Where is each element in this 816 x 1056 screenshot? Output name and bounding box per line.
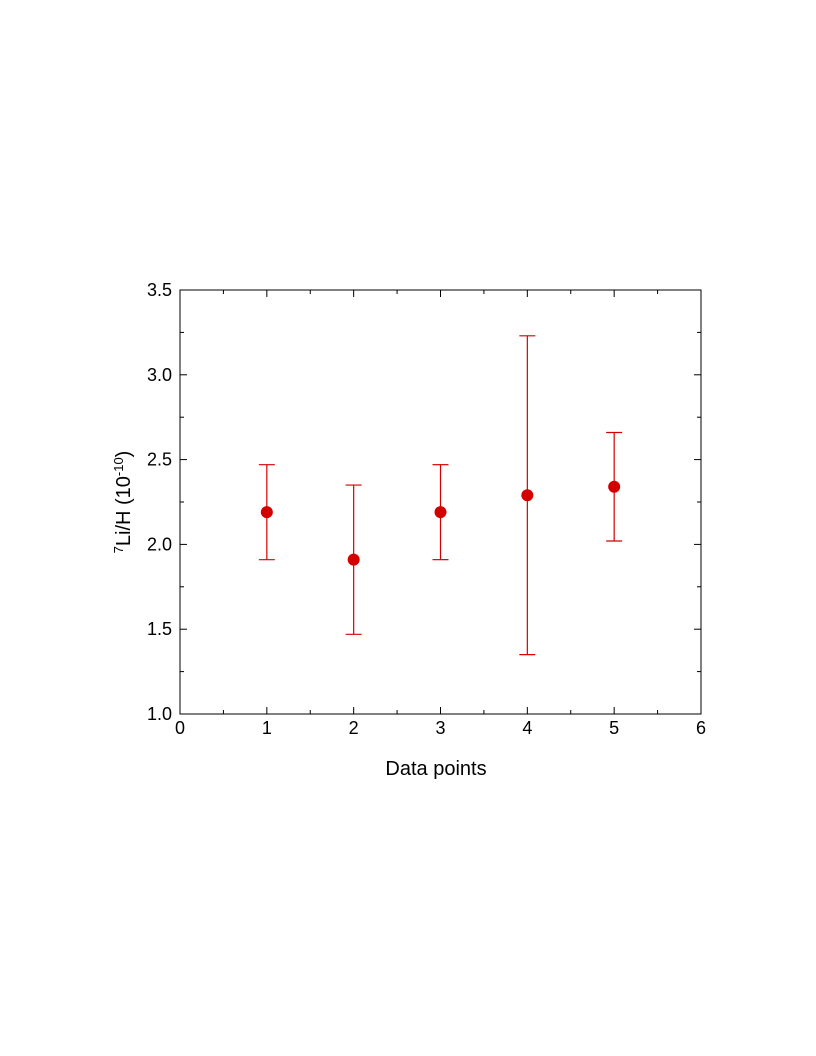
y-axis-label: 7Li/H (10-10)	[111, 451, 136, 554]
x-tick-label: 6	[696, 718, 706, 738]
y-label-text: Li/H (10	[113, 476, 135, 546]
point	[260, 506, 273, 519]
y-tick-label: 2.5	[147, 450, 172, 470]
x-axis-label: Data points	[385, 758, 486, 780]
x-tick-label: 1	[262, 718, 272, 738]
x-tick-label: 2	[349, 718, 359, 738]
y-tick-label: 3.5	[147, 280, 172, 300]
y-label-sup: -10	[111, 457, 126, 476]
x-tick-label: 4	[522, 718, 532, 738]
y-tick-label: 1.5	[147, 619, 172, 639]
y-tick-label: 3.0	[147, 365, 172, 385]
point	[521, 489, 534, 502]
x-tick-label: 0	[175, 718, 185, 738]
point	[434, 506, 447, 519]
y-label-sup: 7	[111, 546, 126, 553]
y-tick-label: 1.0	[147, 704, 172, 724]
point	[347, 553, 360, 566]
y-tick-label: 2.0	[147, 534, 172, 554]
x-tick-label: 3	[435, 718, 445, 738]
x-tick-label: 5	[609, 718, 619, 738]
y-label-text: )	[113, 451, 135, 458]
point	[608, 480, 621, 493]
